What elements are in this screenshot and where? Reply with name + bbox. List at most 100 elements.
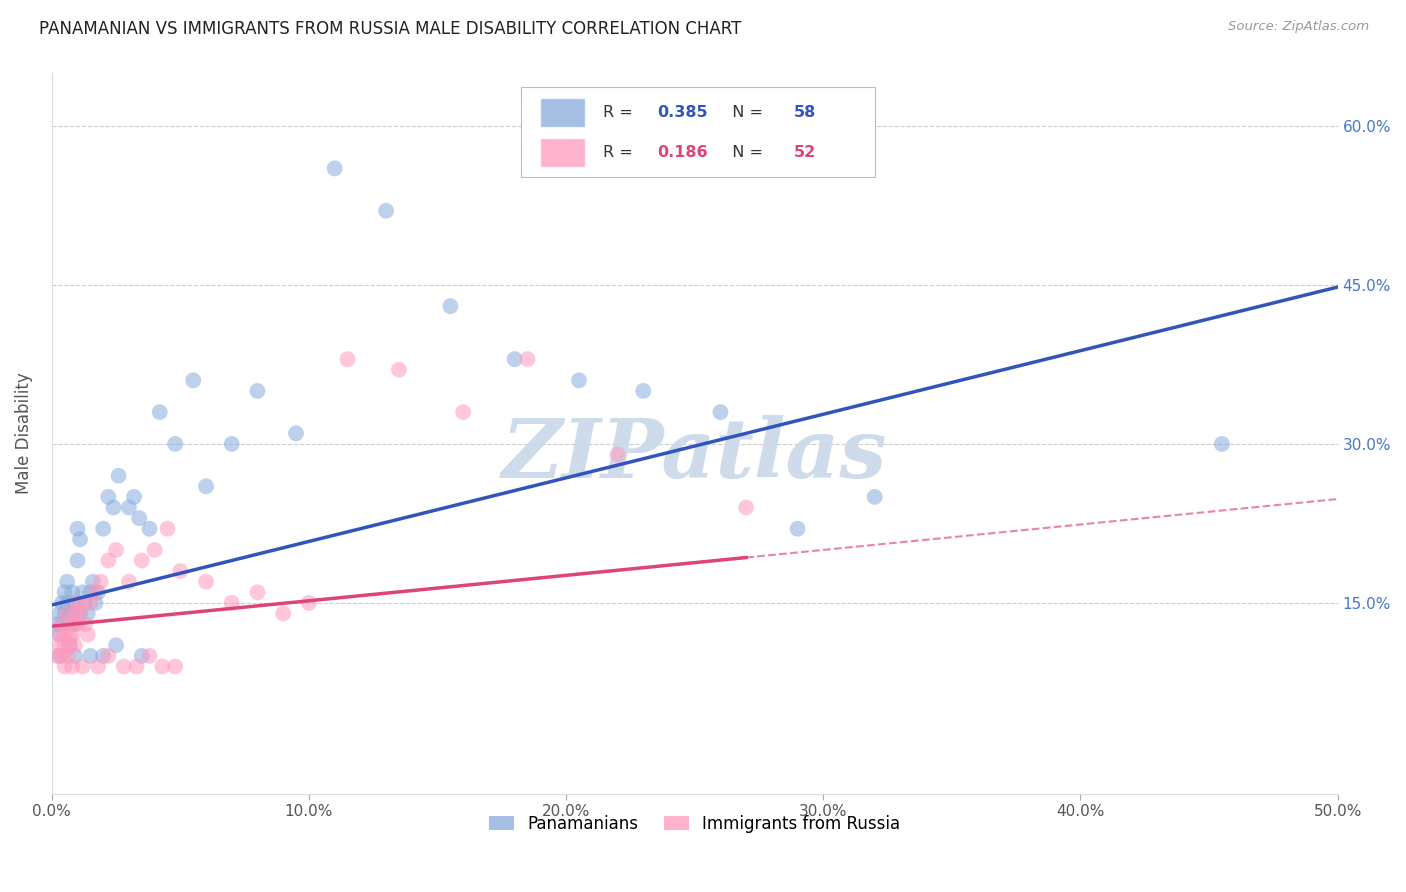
Text: Source: ZipAtlas.com: Source: ZipAtlas.com [1229,20,1369,33]
Point [51,617,73,632]
Point [128,511,150,525]
Point [63,607,86,621]
Point [122,490,145,504]
Text: PANAMANIAN VS IMMIGRANTS FROM RUSSIA MALE DISABILITY CORRELATION CHART: PANAMANIAN VS IMMIGRANTS FROM RUSSIA MAL… [39,20,742,37]
Point [59,638,82,652]
Point [56,607,79,621]
Point [298,596,321,610]
Text: 58: 58 [794,105,815,120]
Point [568,373,591,387]
Point [97,553,120,567]
Point [59,638,82,652]
Point [91,648,114,663]
Point [165,437,187,451]
Point [63,617,86,632]
Point [76,607,98,621]
Point [606,448,628,462]
Point [786,522,808,536]
Point [69,533,91,547]
Point [60,659,83,673]
Point [107,468,129,483]
Point [285,426,308,441]
FancyBboxPatch shape [540,138,585,167]
Point [156,522,179,536]
Point [336,352,359,367]
Point [45,617,67,632]
Point [69,607,91,621]
Text: 52: 52 [794,145,815,160]
Point [125,659,148,673]
Point [48,628,70,642]
Text: R =: R = [603,145,638,160]
Point [149,405,172,419]
Point [48,638,70,652]
Point [246,384,269,398]
Point [91,522,114,536]
Point [48,628,70,642]
Text: 0.385: 0.385 [658,105,709,120]
Point [97,648,120,663]
Point [72,585,94,599]
FancyBboxPatch shape [522,87,875,178]
Point [709,405,731,419]
Point [53,659,76,673]
Point [87,585,110,599]
Point [63,596,86,610]
Point [82,574,104,589]
Point [51,648,73,663]
Point [105,542,128,557]
Point [66,596,89,610]
Point [388,363,411,377]
Point [53,585,76,599]
Point [1211,437,1233,451]
Point [138,522,160,536]
Point [66,617,89,632]
Point [150,659,173,673]
Point [60,607,83,621]
FancyBboxPatch shape [540,98,585,127]
Point [75,617,97,632]
Point [59,607,82,621]
Point [66,553,89,567]
Point [48,607,70,621]
Point [97,490,120,504]
Point [516,352,538,367]
Point [75,596,97,610]
Text: 0.186: 0.186 [658,145,709,160]
Point [195,479,218,493]
Point [63,648,86,663]
Y-axis label: Male Disability: Male Disability [15,373,32,494]
Point [90,574,112,589]
Point [53,607,76,621]
Point [138,648,160,663]
Point [69,607,91,621]
Point [59,628,82,642]
Point [375,203,398,218]
Point [118,500,141,515]
Point [84,596,107,610]
Point [59,617,82,632]
Point [131,648,153,663]
Point [56,596,79,610]
Point [165,659,187,673]
Point [863,490,886,504]
Point [103,500,125,515]
Point [72,596,94,610]
Point [60,628,83,642]
Text: N =: N = [721,145,768,160]
Text: N =: N = [721,105,768,120]
Point [105,638,128,652]
Point [79,648,101,663]
Point [79,585,101,599]
Point [51,617,73,632]
Point [271,607,294,621]
Point [143,542,166,557]
Point [76,628,98,642]
Point [451,405,474,419]
Point [633,384,655,398]
Point [63,638,86,652]
Point [169,564,191,578]
Point [195,574,218,589]
Text: R =: R = [603,105,638,120]
Point [45,648,67,663]
